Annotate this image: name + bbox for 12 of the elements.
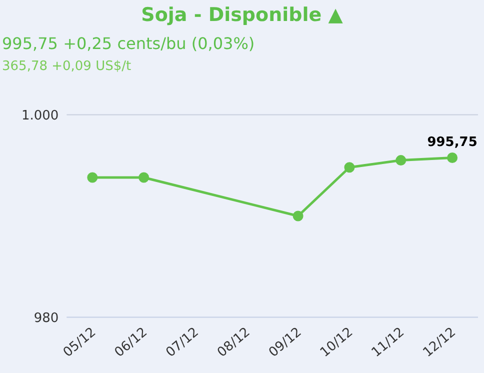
point [292,210,304,222]
point [447,152,458,164]
chart-title: Soja - Disponible ▲ [140,4,344,26]
point [396,155,406,166]
data-label: 995,75 [427,134,478,150]
point [87,172,98,183]
y-tick-label: 980 [34,310,59,326]
text: 365,78 +0,09 US$/t [2,59,132,74]
point [344,162,355,173]
chart-subtitle: 995,75 +0,25 cents/bu (0,03%) [2,34,255,53]
y-tick-label: 1.000 [21,108,59,124]
point [138,172,150,183]
